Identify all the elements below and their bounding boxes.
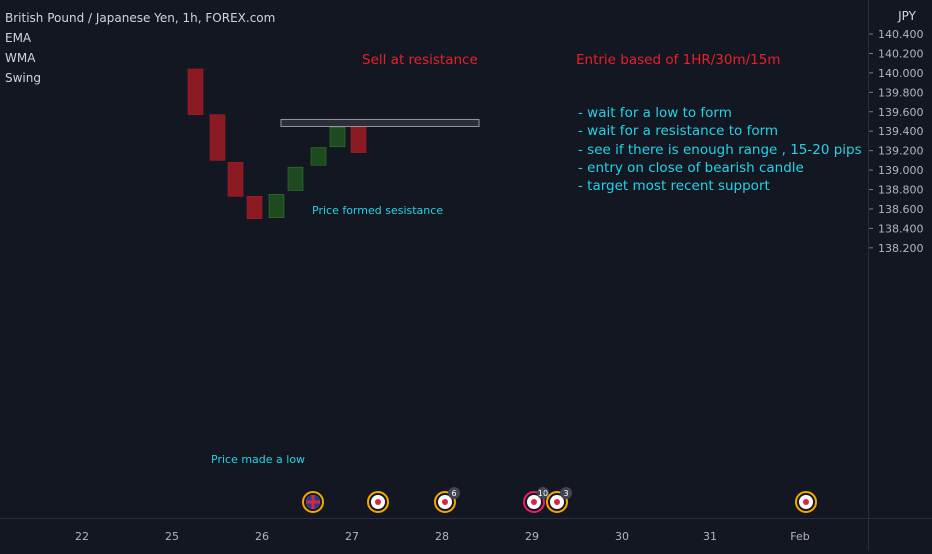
time-tick-label: Feb [790, 530, 809, 543]
note-line: - see if there is enough range , 15-20 p… [578, 141, 862, 158]
event-count-label: 6 [451, 489, 456, 498]
price-tick-label: 139.400 [878, 125, 924, 138]
bearish-candle[interactable] [187, 68, 204, 115]
resistance-line[interactable] [280, 118, 480, 127]
bearish-candle[interactable] [246, 196, 263, 219]
event-count-badge [448, 487, 460, 499]
price-tick-label: 139.000 [878, 164, 924, 177]
note-line: - wait for a resistance to form [578, 123, 779, 140]
time-tick-label: 30 [615, 530, 629, 543]
note-line: - wait for a low to form [578, 105, 732, 121]
indicator-ema[interactable]: EMA [5, 31, 32, 45]
bullish-candle[interactable] [310, 147, 327, 166]
entry-annotation[interactable]: Entrie based of 1HR/30m/15m [576, 52, 781, 68]
note-line: - target most recent support [578, 178, 770, 195]
price-tick-label: 139.200 [878, 145, 924, 158]
price-tick-label: 140.200 [878, 47, 924, 60]
price-tick-label: 138.400 [878, 222, 924, 235]
event-count-label: 10 [538, 489, 548, 498]
strategy-notes[interactable]: - wait for a low to form - wait for a re… [578, 104, 862, 195]
indicator-wma[interactable]: WMA [5, 51, 36, 65]
currency-badge[interactable]: JPY [898, 9, 916, 23]
time-tick-label: 28 [435, 530, 449, 543]
event-count-badge [560, 487, 572, 499]
bearish-candle[interactable] [350, 127, 367, 153]
resistance-label[interactable]: Price formed sesistance [312, 204, 444, 217]
time-tick-label: 29 [525, 530, 539, 543]
time-tick-label: 25 [165, 530, 179, 543]
indicator-swing[interactable]: Swing [5, 71, 41, 85]
note-line: - entry on close of bearish candle [578, 159, 804, 176]
event-count-badge [537, 487, 549, 499]
japan-flag-icon[interactable] [795, 491, 817, 513]
price-tick-label: 140.000 [878, 67, 924, 80]
uk-flag-icon[interactable] [302, 491, 324, 513]
bullish-candle[interactable] [287, 166, 304, 191]
price-tick-label: 140.400 [878, 28, 924, 41]
price-tick-label: 139.600 [878, 106, 924, 119]
price-tick-label: 138.800 [878, 184, 924, 197]
symbol-title[interactable]: British Pound / Japanese Yen, 1h, FOREX.… [5, 11, 276, 25]
time-axis-divider [0, 518, 932, 519]
time-tick-label: 31 [703, 530, 717, 543]
time-tick-label: 26 [255, 530, 269, 543]
price-tick-label: 138.200 [878, 242, 924, 255]
bearish-candle[interactable] [227, 162, 244, 197]
time-tick-label: 22 [75, 530, 89, 543]
bullish-candle[interactable] [268, 194, 285, 219]
low-label[interactable]: Price made a low [211, 453, 306, 466]
price-tick-label: 138.600 [878, 203, 924, 216]
sell-annotation[interactable]: Sell at resistance [362, 52, 478, 68]
bearish-candle[interactable] [209, 114, 226, 161]
price-tick-label: 139.800 [878, 86, 924, 99]
price-axis-divider [868, 0, 869, 550]
event-count-label: 3 [563, 489, 568, 498]
bullish-candle[interactable] [329, 127, 346, 148]
time-tick-label: 27 [345, 530, 359, 543]
japan-flag-icon[interactable] [367, 491, 389, 513]
